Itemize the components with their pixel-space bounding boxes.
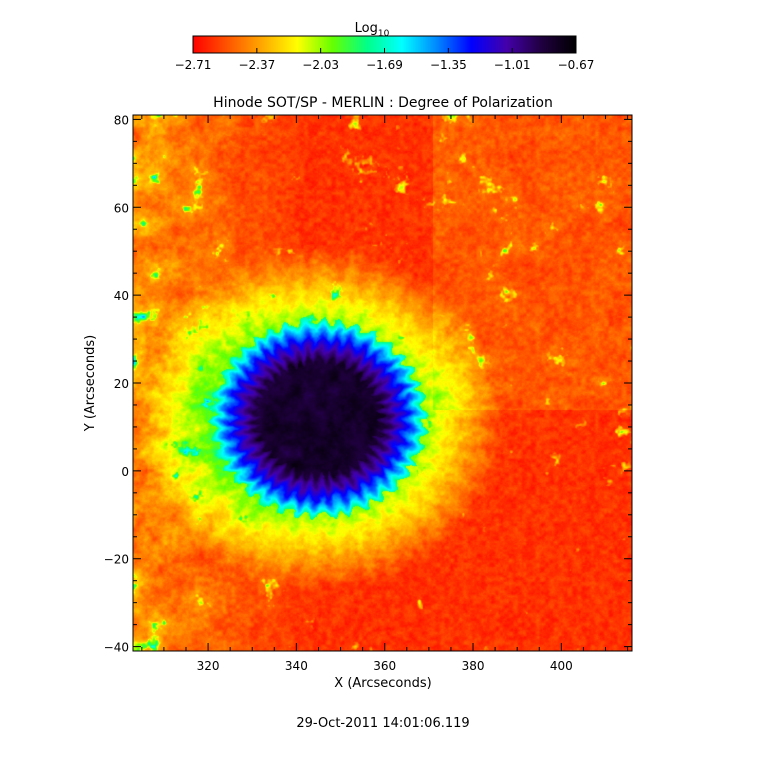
x-axis: 320 340 360 380 400 — [141, 115, 629, 673]
x-tick-label: 400 — [550, 659, 573, 673]
colorbar-ticks: −2.71 −2.37 −2.03 −1.69 −1.35 −1.01 −0.67 — [175, 48, 595, 72]
y-tick-label: 20 — [114, 377, 129, 391]
y-tick-label: 60 — [114, 201, 129, 215]
y-axis: −40 −20 0 20 40 60 80 — [104, 113, 632, 655]
x-tick-label: 340 — [285, 659, 308, 673]
colorbar-tick-label: −0.67 — [558, 58, 595, 72]
polarization-heatmap — [133, 115, 632, 651]
y-tick-label: 40 — [114, 289, 129, 303]
colorbar-tick-label: −1.01 — [494, 58, 531, 72]
y-axis-label: Y (Arcseconds) — [83, 335, 98, 432]
y-tick-label: 0 — [121, 465, 129, 479]
x-axis-label: X (Arcseconds) — [334, 676, 431, 691]
y-tick-label: −40 — [104, 641, 129, 655]
colorbar-label: Log10 — [355, 21, 390, 39]
observation-timestamp: 29-Oct-2011 14:01:06.119 — [296, 716, 469, 731]
colorbar-label-base: Log — [355, 21, 378, 36]
x-tick-label: 380 — [462, 659, 485, 673]
x-tick-label: 320 — [197, 659, 220, 673]
y-tick-label: 80 — [114, 113, 129, 127]
chart-title: Hinode SOT/SP - MERLIN : Degree of Polar… — [213, 95, 553, 111]
y-tick-label: −20 — [104, 553, 129, 567]
x-tick-label: 360 — [373, 659, 396, 673]
colorbar-tick-label: −1.69 — [366, 58, 403, 72]
plot-area — [132, 114, 633, 652]
colorbar-label-subscript: 10 — [378, 29, 390, 39]
colorbar-tick-label: −2.03 — [302, 58, 339, 72]
colorbar-tick-label: −2.71 — [175, 58, 212, 72]
colorbar: Log10 −2.71 −2.37 −2.03 −1.69 −1.35 −1.01 −0.6… — [175, 21, 595, 72]
colorbar-tick-label: −1.35 — [430, 58, 467, 72]
colorbar-tick-label: −2.37 — [238, 58, 275, 72]
